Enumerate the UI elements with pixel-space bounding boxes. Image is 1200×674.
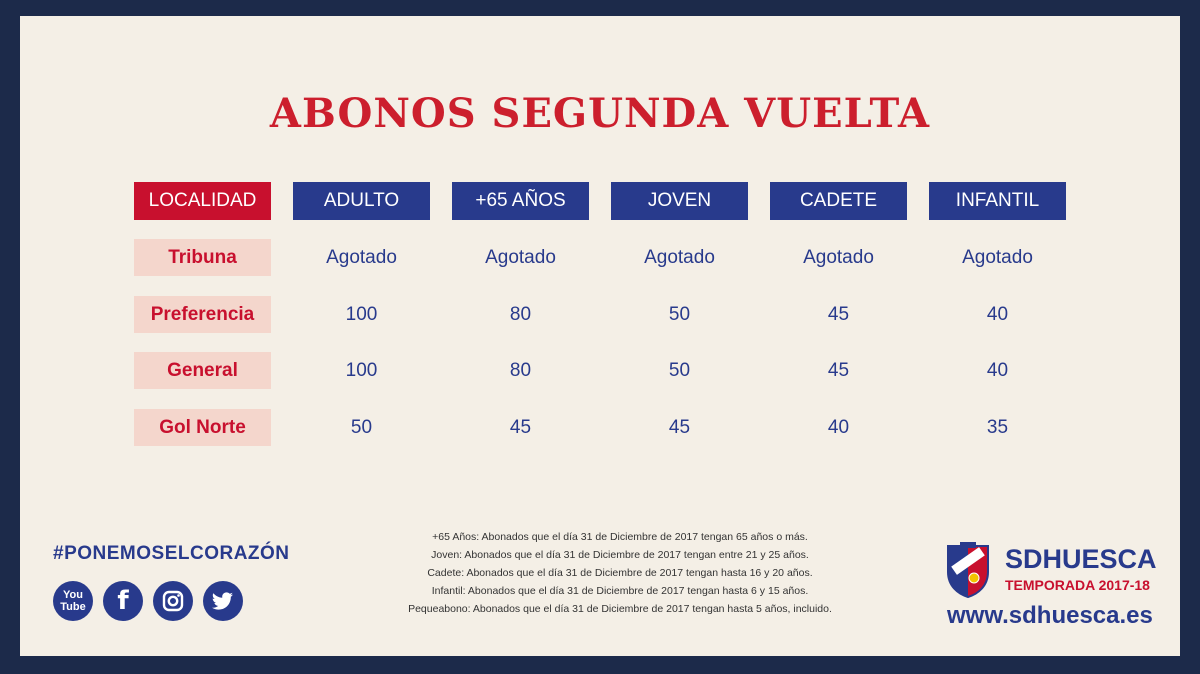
- row-label-preferencia: Preferencia: [134, 296, 271, 333]
- instagram-icon[interactable]: [153, 581, 193, 621]
- youtube-label-line2: Tube: [60, 601, 86, 613]
- table-cell: 100: [345, 304, 378, 325]
- header-infantil: INFANTIL: [929, 182, 1066, 220]
- header-adulto: ADULTO: [293, 182, 430, 220]
- table-cell: Agotado: [962, 247, 1033, 268]
- youtube-label-line1: You: [63, 589, 83, 601]
- row-label-general: General: [134, 352, 271, 389]
- facebook-glyph: f: [117, 586, 129, 616]
- note-line: Cadete: Abonados que el día 31 de Diciem…: [427, 567, 813, 579]
- club-name: SDHUESCA: [1005, 544, 1157, 574]
- twitter-glyph: [212, 592, 233, 610]
- note-line: Joven: Abonados que el día 31 de Diciemb…: [431, 549, 809, 561]
- header-mayores: +65 AÑOS: [452, 182, 589, 220]
- age-notes: +65 Años: Abonados que el día 31 de Dici…: [380, 528, 860, 618]
- table-cell: 40: [986, 304, 1009, 325]
- facebook-icon[interactable]: f: [103, 581, 143, 621]
- row-label-tribuna: Tribuna: [134, 239, 271, 276]
- row-label-gol-norte: Gol Norte: [134, 409, 271, 446]
- note-line: Infantil: Abonados que el día 31 de Dici…: [431, 585, 809, 597]
- table-cell: 50: [668, 304, 691, 325]
- table-cell: Agotado: [326, 247, 397, 268]
- table-cell: 50: [350, 417, 373, 438]
- note-line: +65 Años: Abonados que el día 31 de Dici…: [432, 531, 808, 543]
- table-cell: 80: [509, 360, 532, 381]
- table-cell: Agotado: [485, 247, 556, 268]
- hashtag: #PONEMOSELCORAZÓN: [53, 543, 290, 564]
- header-cadete: CADETE: [770, 182, 907, 220]
- table-cell: 80: [509, 304, 532, 325]
- season-label: TEMPORADA 2017-18: [1005, 577, 1150, 593]
- page-title: ABONOS SEGUNDA VUELTA: [269, 90, 931, 137]
- header-joven: JOVEN: [611, 182, 748, 220]
- table-cell: 45: [827, 360, 850, 381]
- table-cell: 50: [668, 360, 691, 381]
- note-line: Pequeabono: Abonados que el día 31 de Di…: [408, 603, 832, 615]
- table-cell: 35: [986, 417, 1009, 438]
- table-cell: 40: [986, 360, 1009, 381]
- instagram-glyph: [162, 590, 184, 612]
- poster-card: ABONOS SEGUNDA VUELTA LOCALIDAD ADULTO +…: [20, 16, 1180, 656]
- club-crest-icon: [947, 542, 989, 598]
- website-link[interactable]: www.sdhuesca.es: [947, 602, 1153, 629]
- youtube-icon[interactable]: You Tube: [53, 581, 93, 621]
- twitter-icon[interactable]: [203, 581, 243, 621]
- table-cell: 45: [509, 417, 532, 438]
- table-cell: Agotado: [803, 247, 874, 268]
- table-cell: Agotado: [644, 247, 715, 268]
- header-localidad: LOCALIDAD: [134, 182, 271, 220]
- table-cell: 40: [827, 417, 850, 438]
- table-cell: 100: [345, 360, 378, 381]
- table-cell: 45: [827, 304, 850, 325]
- table-cell: 45: [668, 417, 691, 438]
